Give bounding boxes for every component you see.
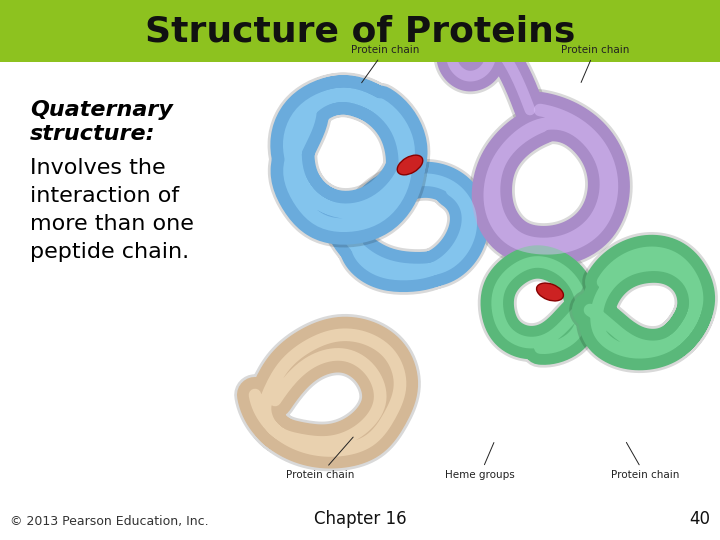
Text: Protein chain: Protein chain [286,437,354,480]
Text: Involves the
interaction of
more than one
peptide chain.: Involves the interaction of more than on… [30,158,194,262]
Text: Protein chain: Protein chain [611,442,679,480]
Text: Structure of Proteins: Structure of Proteins [145,14,575,48]
Ellipse shape [397,155,423,175]
Text: 40: 40 [689,510,710,528]
Text: Protein chain: Protein chain [561,45,629,83]
Text: Chapter 16: Chapter 16 [314,510,406,528]
Text: © 2013 Pearson Education, Inc.: © 2013 Pearson Education, Inc. [10,515,209,528]
Ellipse shape [536,283,564,301]
Bar [0,0,720,62]
Text: Heme groups: Heme groups [445,443,515,480]
Text: Protein chain: Protein chain [351,45,419,83]
Text: structure:: structure: [30,124,156,144]
Text: Quaternary: Quaternary [30,100,173,120]
